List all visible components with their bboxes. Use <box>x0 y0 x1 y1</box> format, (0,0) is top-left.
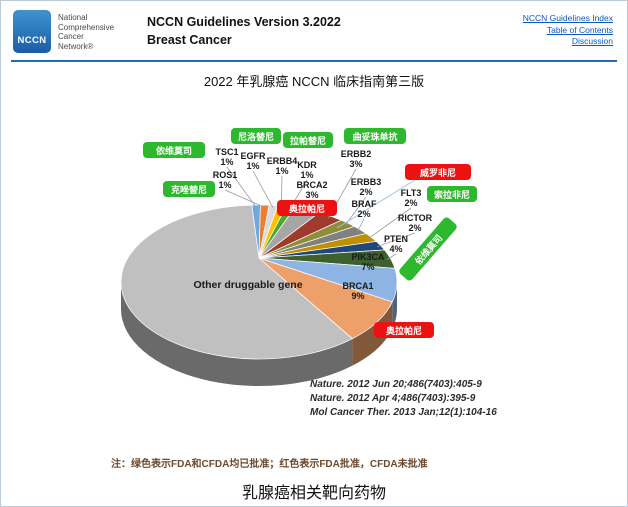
org-line: Comprehensive <box>58 22 115 32</box>
link-table-of-contents[interactable]: Table of Contents <box>546 24 613 35</box>
drug-label-克唑替尼-1: 克唑替尼 <box>163 181 215 197</box>
pie-rim-PIK3CA <box>392 282 397 329</box>
gene-label-ERBB4: ERBB4 1% <box>266 156 298 176</box>
citation: Nature. 2012 Jun 20;486(7403):405-9 <box>310 379 482 390</box>
leader-line-BRAF <box>357 218 365 232</box>
leader-line-EGFR <box>252 170 274 208</box>
citation: Mol Cancer Ther. 2013 Jan;12(1):104-16 <box>310 407 497 418</box>
leader-line-PTEN <box>386 253 397 261</box>
gene-label-EGFR: EGFR 1% <box>240 151 266 171</box>
drug-leader-line-5 <box>336 179 416 229</box>
drug-label-奥拉帕尼-7: 奥拉帕尼 <box>277 200 337 216</box>
gene-label-RICTOR: RICTOR 2% <box>397 213 433 233</box>
citation: Nature. 2012 Apr 4;486(7403):395-9 <box>310 393 476 404</box>
gene-label-TSC1: TSC1 1% <box>215 147 239 167</box>
gene-label-BRCA2: BRCA2 3% <box>296 180 328 200</box>
gene-label-BRAF: BRAF 2% <box>351 199 377 219</box>
header-links: NCCN Guidelines Index Table of Contents … <box>523 13 613 48</box>
approval-note: 注：绿色表示FDA和CFDA均已批准；红色表示FDA批准，CFDA未批准 <box>111 459 428 470</box>
gene-label-BRCA1: BRCA1 9% <box>342 281 374 301</box>
drug-label-尼洛替尼-2: 尼洛替尼 <box>231 128 281 144</box>
leader-line-RICTOR <box>376 232 416 248</box>
org-line: National <box>58 13 88 22</box>
org-line: Cancer <box>58 32 84 41</box>
header-divider <box>11 60 617 62</box>
nccn-logo: NCCN <box>13 10 51 53</box>
link-guidelines-index[interactable]: NCCN Guidelines Index <box>522 13 613 23</box>
drug-label-索拉非尼-6: 索拉非尼 <box>427 186 477 202</box>
link-discussion[interactable]: Discussion <box>571 36 613 46</box>
page-subtitle: 2022 年乳腺癌 NCCN 临床指南第三版 <box>203 74 425 89</box>
leader-line-ROS1 <box>224 189 265 208</box>
gene-label-PIK3CA: PIK3CA 7% <box>351 252 385 272</box>
org-line: Network® <box>58 41 94 51</box>
drug-label-依维莫司-0: 依维莫司 <box>143 142 205 158</box>
gene-label-ERBB3: ERBB3 2% <box>350 177 382 197</box>
guidelines-version: NCCN Guidelines Version 3.2022 <box>147 15 341 29</box>
drug-label-奥拉帕尼-8: 奥拉帕尼 <box>374 322 434 338</box>
citations: Nature. 2012 Jun 20;486(7403):405-9 Natu… <box>310 378 497 420</box>
gene-label-ERBB2: ERBB2 3% <box>340 149 372 169</box>
leader-line-TSC1 <box>226 166 257 208</box>
drug-label-拉帕替尼-3: 拉帕替尼 <box>283 132 333 148</box>
drug-label-曲妥珠单抗-4: 曲妥珠单抗 <box>344 128 406 144</box>
pie-rim-BRCA1 <box>352 301 393 366</box>
gene-label-ROS1: ROS1 1% <box>212 170 238 190</box>
figure-caption: 乳腺癌相关靶向药物 <box>241 485 386 502</box>
gene-label-KDR: KDR 1% <box>297 160 317 180</box>
org-name: National Comprehensive Cancer Network® <box>58 13 114 51</box>
other-druggable-gene-label: Other druggable gene <box>193 279 303 291</box>
document-title: NCCN Guidelines Version 3.2022 Breast Ca… <box>147 15 341 47</box>
drug-label-威罗非尼-5: 威罗非尼 <box>405 164 471 180</box>
pie-rim-Other druggable gene <box>121 282 353 386</box>
nccn-logo-text: NCCN <box>17 35 47 46</box>
pie-slice-Other druggable gene <box>120 204 354 360</box>
gene-label-FLT3: FLT3 2% <box>400 188 422 208</box>
guidelines-subject: Breast Cancer <box>147 33 232 47</box>
leader-line-FLT3 <box>367 207 412 240</box>
gene-label-PTEN: PTEN 4% <box>383 234 409 254</box>
